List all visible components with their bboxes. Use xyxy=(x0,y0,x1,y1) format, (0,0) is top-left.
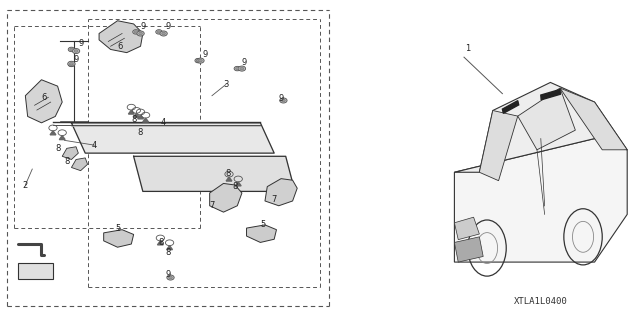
Text: 8: 8 xyxy=(64,157,70,166)
Text: 8: 8 xyxy=(166,248,171,256)
Polygon shape xyxy=(72,158,88,171)
Polygon shape xyxy=(143,118,148,122)
Text: 5: 5 xyxy=(115,224,120,233)
Polygon shape xyxy=(518,88,575,150)
Circle shape xyxy=(70,48,73,50)
Text: 5: 5 xyxy=(260,220,266,229)
Circle shape xyxy=(196,58,204,63)
Polygon shape xyxy=(560,88,627,150)
Circle shape xyxy=(167,275,174,280)
Circle shape xyxy=(236,67,239,70)
Circle shape xyxy=(139,32,142,35)
Circle shape xyxy=(70,63,73,65)
Polygon shape xyxy=(26,80,62,123)
Polygon shape xyxy=(134,156,295,191)
Circle shape xyxy=(282,99,285,102)
Text: XTLA1L0400: XTLA1L0400 xyxy=(514,297,568,306)
Text: 2: 2 xyxy=(22,181,28,189)
Text: 4: 4 xyxy=(161,118,166,127)
Circle shape xyxy=(238,66,246,71)
Text: 9: 9 xyxy=(278,94,284,103)
Polygon shape xyxy=(60,136,65,140)
Polygon shape xyxy=(104,230,134,247)
Circle shape xyxy=(280,98,287,103)
Text: 1: 1 xyxy=(465,44,470,53)
Polygon shape xyxy=(72,123,274,153)
Circle shape xyxy=(156,30,162,34)
Circle shape xyxy=(169,276,172,279)
Text: 7: 7 xyxy=(271,195,277,204)
Text: 6: 6 xyxy=(117,42,122,51)
Polygon shape xyxy=(454,82,627,172)
Text: 8: 8 xyxy=(232,182,237,191)
Text: 8: 8 xyxy=(138,128,143,137)
Text: 9: 9 xyxy=(241,58,247,67)
Polygon shape xyxy=(138,115,143,119)
Polygon shape xyxy=(502,101,518,113)
Circle shape xyxy=(68,62,75,67)
Text: 9: 9 xyxy=(74,55,79,63)
Polygon shape xyxy=(157,241,163,245)
Polygon shape xyxy=(454,237,483,262)
Polygon shape xyxy=(134,113,140,117)
Polygon shape xyxy=(62,147,78,160)
Circle shape xyxy=(196,59,200,62)
Circle shape xyxy=(240,67,244,70)
Circle shape xyxy=(70,63,73,66)
Circle shape xyxy=(68,47,75,52)
Circle shape xyxy=(134,31,138,33)
Text: 9: 9 xyxy=(202,50,208,59)
Polygon shape xyxy=(246,225,276,242)
Polygon shape xyxy=(50,131,56,135)
Text: 9: 9 xyxy=(140,22,145,31)
Polygon shape xyxy=(226,177,232,181)
Circle shape xyxy=(234,66,241,71)
Circle shape xyxy=(157,31,161,33)
Circle shape xyxy=(162,32,165,35)
Polygon shape xyxy=(541,89,561,100)
Polygon shape xyxy=(99,21,143,53)
Text: 8: 8 xyxy=(55,144,60,153)
Text: 3: 3 xyxy=(223,80,228,89)
Text: 9: 9 xyxy=(166,270,171,279)
Polygon shape xyxy=(454,217,479,240)
Circle shape xyxy=(195,58,202,63)
Text: 8: 8 xyxy=(159,238,164,247)
Polygon shape xyxy=(210,183,242,212)
Circle shape xyxy=(74,50,78,52)
Circle shape xyxy=(160,31,167,36)
Polygon shape xyxy=(479,110,518,181)
Polygon shape xyxy=(129,110,134,114)
Text: 8: 8 xyxy=(131,115,136,124)
Polygon shape xyxy=(454,138,627,262)
Polygon shape xyxy=(236,182,241,186)
Text: 9: 9 xyxy=(166,22,171,31)
Text: 6: 6 xyxy=(41,93,47,102)
Circle shape xyxy=(137,31,144,36)
Circle shape xyxy=(72,48,80,54)
Circle shape xyxy=(68,61,75,66)
Circle shape xyxy=(198,59,202,62)
Text: 8: 8 xyxy=(225,169,231,178)
Text: 7: 7 xyxy=(209,201,214,210)
Text: 4: 4 xyxy=(92,141,97,150)
Polygon shape xyxy=(166,246,172,250)
Text: 9: 9 xyxy=(78,39,83,48)
Polygon shape xyxy=(265,179,297,206)
Bar xyxy=(19,263,53,279)
Circle shape xyxy=(132,30,139,34)
